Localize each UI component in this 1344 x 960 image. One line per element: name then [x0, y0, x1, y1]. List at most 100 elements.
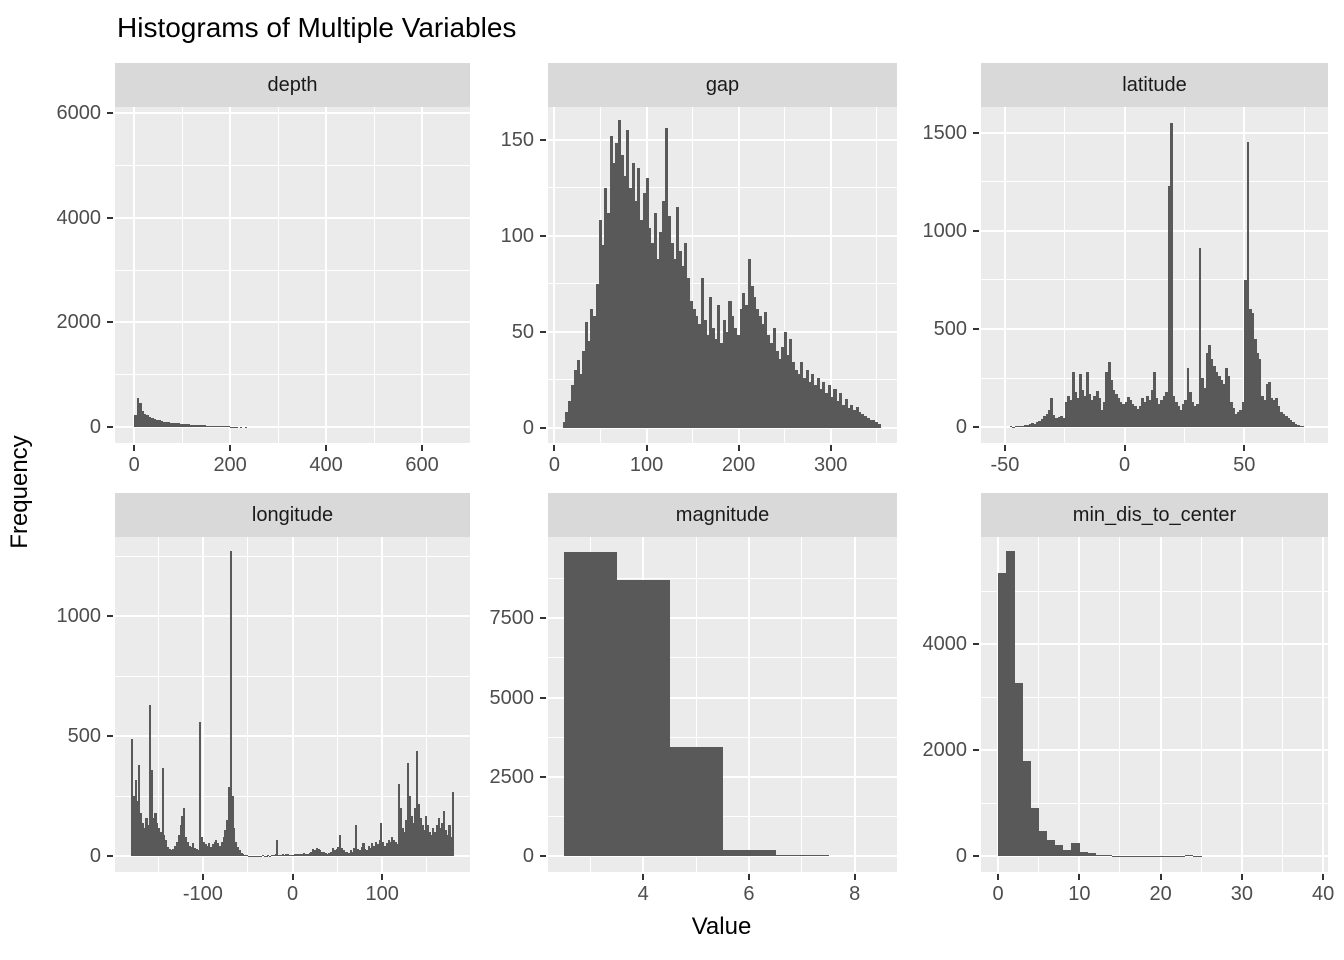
histogram-bar	[1141, 397, 1145, 428]
histogram-bar	[775, 855, 829, 857]
histogram-bar	[1225, 368, 1228, 428]
facet-strip-depth: depth	[115, 63, 470, 107]
x-tick-mark	[997, 874, 1000, 880]
y-tick-mark	[540, 330, 546, 333]
histogram-bar	[222, 426, 226, 428]
x-tick-mark	[133, 445, 136, 451]
histogram-bar	[1079, 374, 1082, 428]
histogram-bar	[595, 283, 599, 428]
histogram-bar	[1184, 399, 1188, 428]
histogram-bar	[1258, 358, 1262, 428]
histogram-bar	[631, 162, 635, 428]
facet-strip-label: depth	[267, 73, 318, 96]
histogram-bar	[1179, 409, 1183, 428]
histogram-bar	[753, 297, 757, 428]
y-tick-label: 1500	[922, 121, 968, 144]
x-tick-label: 200	[721, 454, 756, 476]
histogram-bar	[239, 427, 243, 428]
histogram-bar	[308, 852, 311, 857]
facet-strip-magnitude: magnitude	[548, 493, 897, 537]
x-tick-label: 100	[365, 883, 399, 905]
histogram-bar	[315, 847, 318, 857]
histogram-bar	[1256, 352, 1259, 428]
histogram-bar	[294, 854, 297, 857]
histogram-bar	[141, 822, 144, 857]
histogram-bar	[822, 381, 826, 428]
y-tick-label: 0	[89, 416, 101, 439]
x-tick-label: 50	[1233, 454, 1256, 476]
histogram-bar	[172, 849, 175, 857]
histogram-bar	[155, 419, 159, 428]
histogram-bar	[1301, 426, 1305, 428]
minor-gridline-x	[876, 107, 878, 443]
histogram-bar	[1153, 372, 1156, 428]
histogram-bar	[866, 418, 870, 428]
histogram-bar	[222, 837, 225, 857]
y-tick-label: 150	[500, 128, 534, 151]
major-gridline-x	[1243, 107, 1246, 443]
histogram-bar	[1168, 855, 1178, 857]
histogram-bar	[1107, 362, 1111, 428]
histogram-bar	[626, 130, 630, 428]
histogram-bar	[198, 425, 202, 428]
histogram-bar	[1177, 405, 1180, 428]
histogram-bar	[215, 425, 219, 428]
histogram-bar	[1198, 248, 1202, 428]
histogram-bar	[389, 841, 392, 857]
histogram-bar	[1069, 399, 1073, 428]
histogram-bar	[1021, 425, 1025, 428]
histogram-bar	[1136, 408, 1140, 428]
histogram-bar	[443, 810, 446, 857]
histogram-bar	[1282, 413, 1286, 428]
histogram-bar	[689, 300, 693, 428]
histogram-bar	[1294, 423, 1298, 428]
histogram-bar	[579, 373, 583, 428]
histogram-bar	[827, 385, 831, 428]
x-tick-mark	[737, 445, 740, 451]
histogram-bar	[1241, 401, 1245, 428]
histogram-bar	[385, 843, 388, 857]
y-tick-mark	[540, 234, 546, 237]
histogram-bar	[1100, 409, 1104, 428]
histogram-bar	[775, 350, 779, 428]
histogram-bar	[430, 834, 433, 857]
histogram-bar	[285, 853, 288, 857]
histogram-bar	[159, 832, 162, 857]
histogram-bar	[1087, 853, 1096, 857]
histogram-bar	[272, 855, 275, 857]
histogram-bar	[1265, 384, 1269, 428]
minor-gridline-y	[548, 578, 897, 580]
histogram-bar	[249, 855, 252, 857]
x-tick-label: 30	[1230, 883, 1253, 905]
x-axis-title: Value	[691, 913, 752, 940]
y-tick-label: 0	[522, 845, 534, 868]
histogram-bar	[582, 350, 586, 428]
histogram-bar	[383, 845, 387, 857]
histogram-bar	[213, 425, 217, 428]
major-gridline-x	[201, 537, 204, 872]
histogram-bar	[326, 853, 329, 857]
histogram-bar	[174, 845, 177, 857]
histogram-bar	[405, 820, 408, 857]
minor-gridline-x	[157, 537, 159, 872]
histogram-bar	[170, 422, 173, 428]
facet-panel-latitude	[981, 107, 1328, 443]
histogram-bar	[778, 358, 782, 428]
histogram-bar	[714, 339, 718, 428]
y-tick-label: 4000	[56, 206, 102, 229]
y-tick-mark	[973, 328, 979, 331]
histogram-bar	[344, 851, 347, 857]
histogram-bar	[194, 424, 197, 428]
histogram-bar	[1244, 279, 1247, 428]
histogram-bar	[709, 297, 713, 428]
histogram-bar	[401, 827, 404, 857]
histogram-bar	[260, 855, 263, 857]
histogram-bar	[998, 572, 1007, 857]
histogram-bar	[684, 243, 688, 428]
histogram-bar	[224, 829, 227, 857]
x-tick-mark	[201, 874, 204, 880]
histogram-bar	[772, 327, 776, 428]
histogram-bar	[225, 426, 229, 428]
histogram-bar	[814, 385, 818, 428]
histogram-bar	[1071, 372, 1075, 428]
